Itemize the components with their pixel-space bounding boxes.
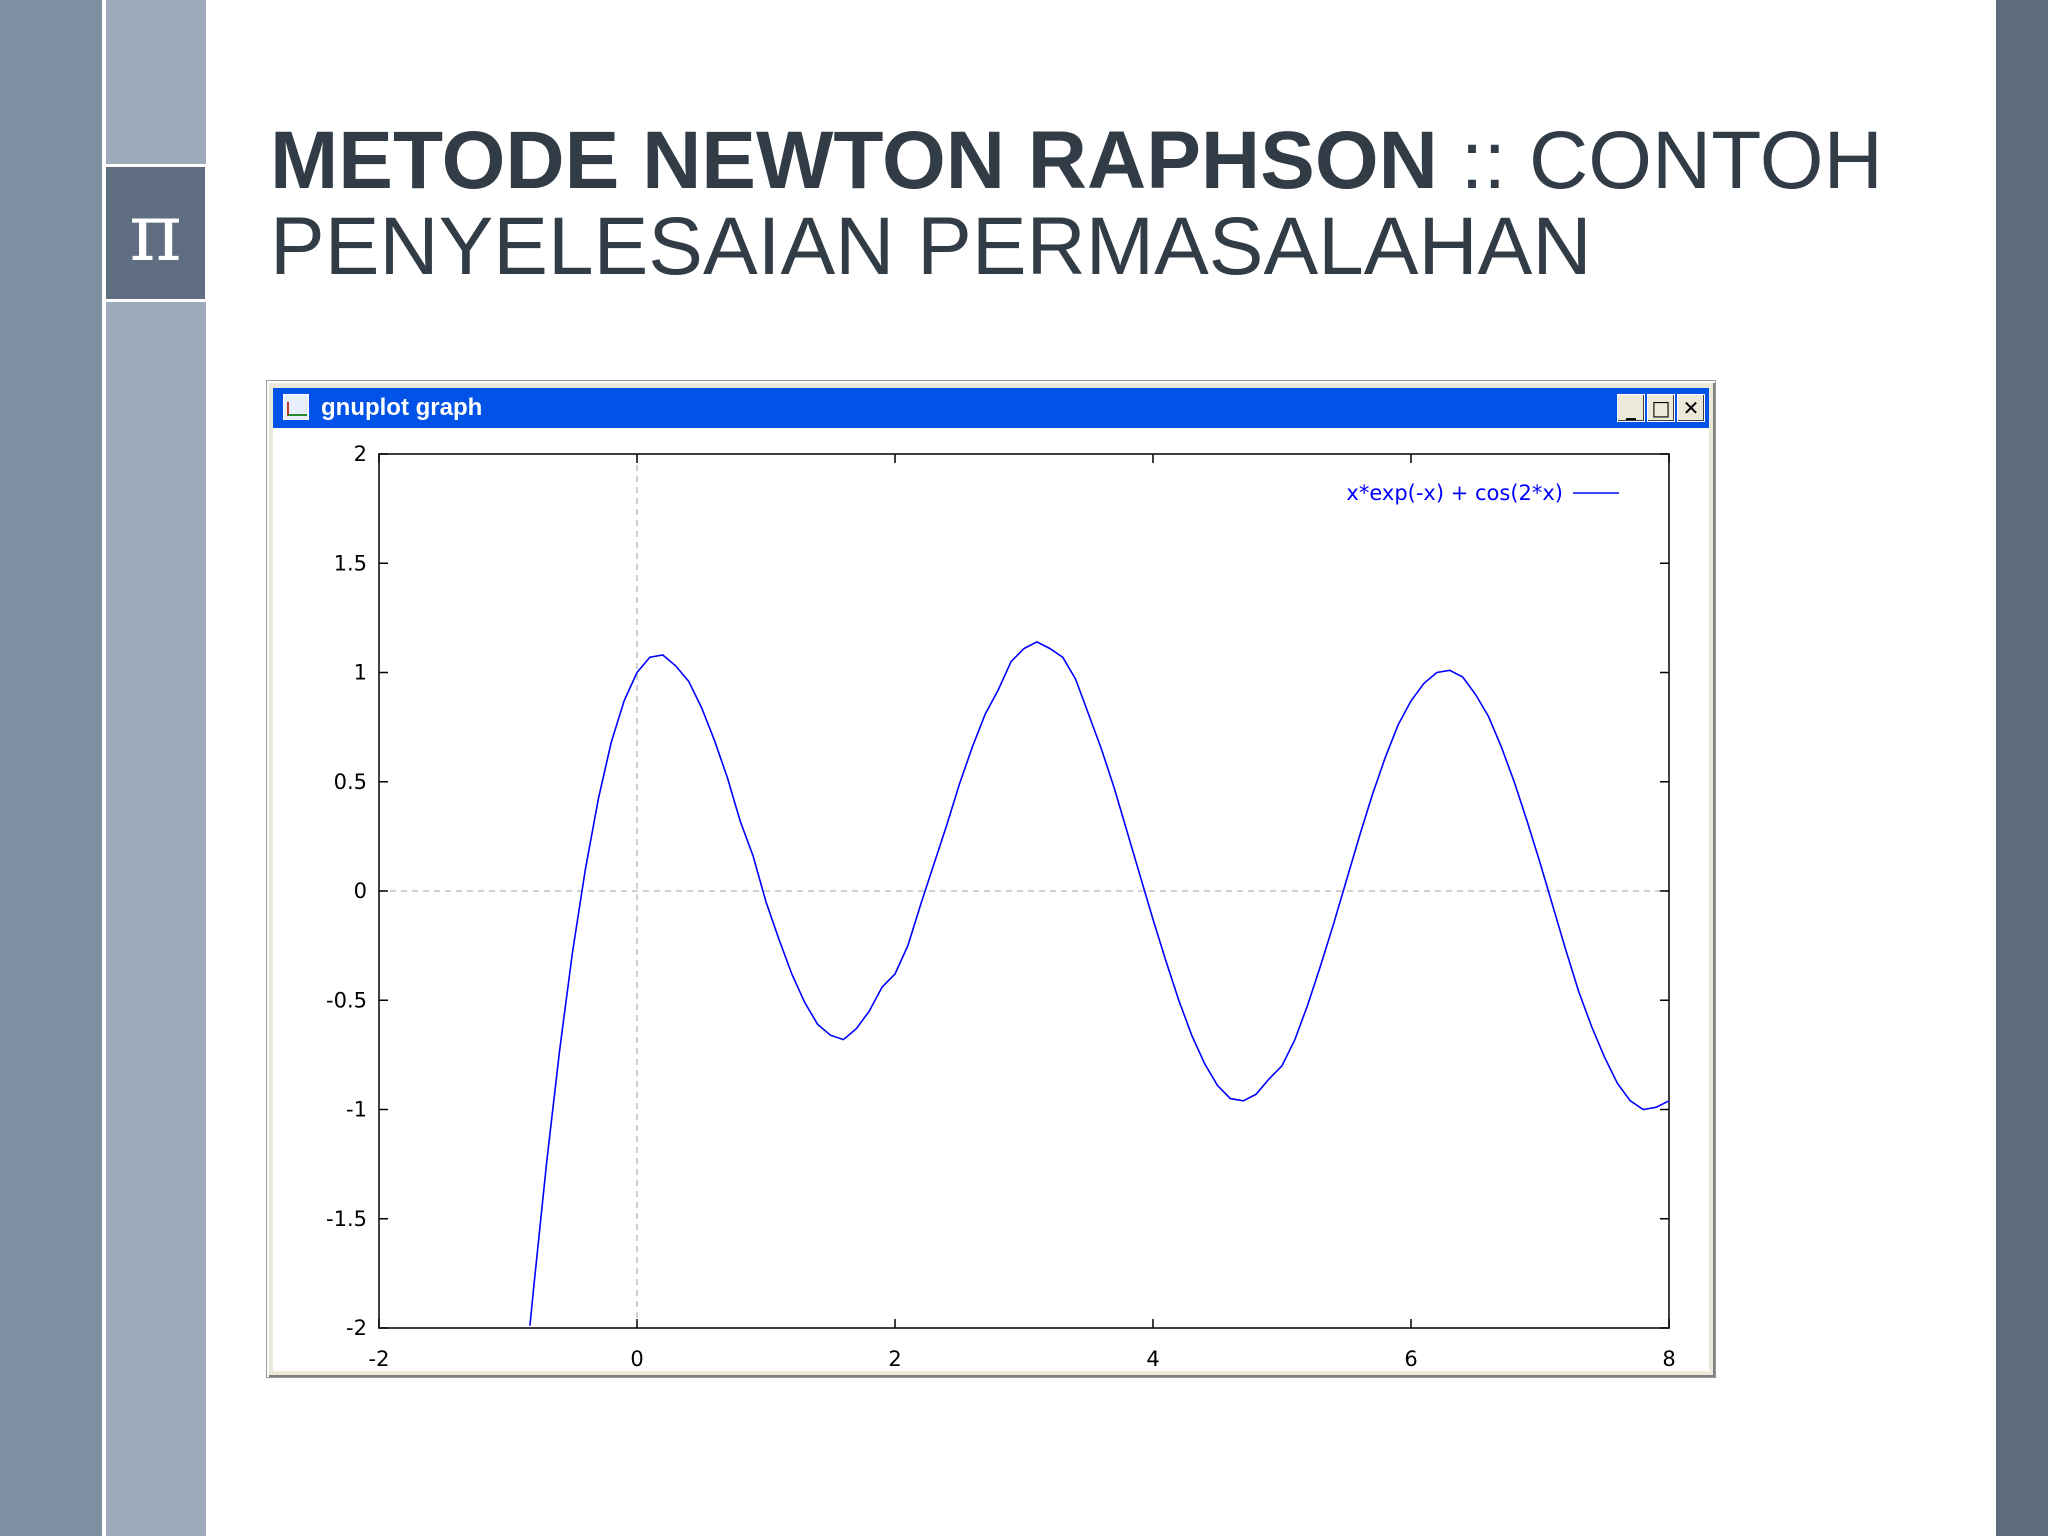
pi-logo-inner: π [106,167,205,299]
plot-area: 2 1.5 1 0.5 0 -0.5 -1 -1.5 -2 -2 0 2 4 6 8 x*exp(-x) + … [273,428,1709,1371]
x-tick-label: 4 [1146,1347,1159,1371]
x-tick-label: 2 [888,1347,901,1371]
slide-title: METODE NEWTON RAPHSON :: CONTOH PENYELES… [270,118,1970,290]
x-tick-label: -2 [369,1347,390,1371]
x-tick-label: 0 [630,1347,643,1371]
pi-logo: π [103,164,208,302]
minimize-button[interactable]: _ [1617,394,1645,422]
y-tick-label: -1.5 [326,1207,367,1231]
gnuplot-app-icon[interactable] [283,394,309,420]
close-button[interactable]: ✕ [1677,394,1705,422]
series-line [529,641,1670,1326]
y-tick-label: -0.5 [326,988,367,1012]
chart: 2 1.5 1 0.5 0 -0.5 -1 -1.5 -2-2 0 2 4 6 8 x*exp(-x) + … [326,442,1676,1371]
pi-icon: π [129,186,182,279]
slide-title-rest: :: CONTOH [1460,115,1883,206]
legend-label: x*exp(-x) + cos(2*x) [1346,481,1563,505]
slide-title-line2: PENYELESAIAN PERMASALAHAN [270,201,1592,292]
y-tick-label: 0.5 [334,770,367,794]
minimize-icon: _ [1626,396,1636,420]
maximize-icon: □ [1651,396,1671,420]
close-icon: ✕ [1682,396,1700,420]
window-titlebar[interactable]: gnuplot graph _ □ ✕ [273,388,1709,428]
stripe-divider [102,0,106,1536]
y-tick-label: 2 [354,442,367,466]
y-tick-label: -2 [346,1316,367,1340]
y-tick-label: -1 [346,1098,367,1122]
x-tick-label: 8 [1662,1347,1675,1371]
plot-frame [378,453,1670,1329]
y-tick-label: 1.5 [334,551,367,575]
left-stripe [0,0,102,1536]
y-tick-label: 0 [354,879,367,903]
x-tick-label: 6 [1404,1347,1417,1371]
y-tick-label: 1 [354,661,367,685]
right-stripe [1996,0,2048,1536]
window-title: gnuplot graph [321,394,483,421]
slide-title-bold: METODE NEWTON RAPHSON [270,115,1438,206]
maximize-button[interactable]: □ [1647,394,1675,422]
gnuplot-window: gnuplot graph _ □ ✕ 2 1.5 1 0.5 0 -0.5 -1 -1.5 -… [266,380,1716,1378]
